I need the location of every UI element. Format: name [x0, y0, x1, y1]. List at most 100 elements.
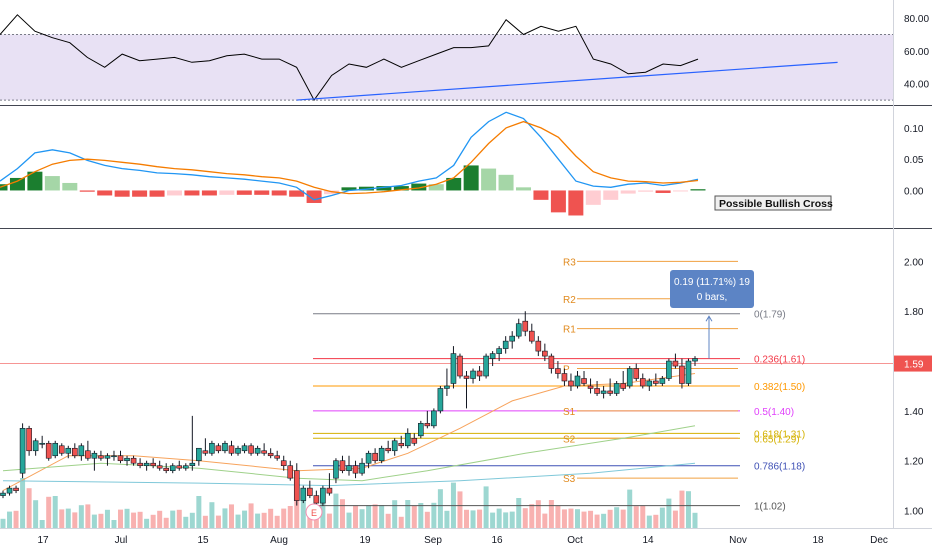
candle-body — [19, 428, 26, 474]
candle-body — [594, 388, 600, 394]
volume-bar — [398, 516, 404, 528]
macd-histogram-bar — [62, 182, 78, 191]
volume-bar — [653, 514, 659, 528]
rsi-tick-label: 40.00 — [904, 80, 929, 91]
candle-body — [352, 465, 359, 474]
macd-histogram-bar — [236, 190, 252, 195]
candle-body — [568, 380, 574, 387]
volume-bar — [111, 520, 117, 528]
candle-body — [418, 423, 424, 437]
candle-body — [515, 323, 522, 337]
price-tick-label: 1.00 — [904, 507, 924, 518]
candle-body — [300, 487, 307, 501]
volume-bar — [418, 503, 424, 528]
volume-bar — [228, 504, 234, 528]
time-tick-label: 15 — [197, 535, 209, 546]
macd-histogram-bar — [289, 190, 305, 197]
rsi-tick-label: 60.00 — [904, 47, 929, 58]
macd-histogram-bar — [184, 190, 200, 196]
candle-body — [32, 440, 39, 452]
macd-histogram-bar — [27, 171, 43, 191]
volume-bar — [437, 489, 443, 528]
volume-bar — [464, 509, 470, 528]
pivot-label: P — [563, 365, 570, 376]
macd-histogram-bar — [690, 189, 706, 191]
fib-level-label: 0.236(1.61) — [754, 355, 805, 366]
macd-histogram-bar — [97, 190, 113, 196]
candle-body — [457, 355, 463, 377]
candle-body — [613, 383, 620, 394]
macd-histogram-bar — [376, 186, 392, 191]
volume-bar — [672, 510, 678, 528]
candle-body — [333, 460, 339, 479]
volume-bar — [490, 512, 496, 528]
candle-body — [137, 462, 143, 467]
volume-bar — [326, 513, 332, 528]
earnings-marker — [305, 503, 323, 521]
candle-body — [437, 388, 444, 412]
candle-body — [163, 467, 170, 471]
volume-bar — [104, 509, 110, 528]
candle-body — [398, 442, 405, 447]
candle-body — [222, 442, 228, 452]
last-price-label: 1.59 — [904, 360, 924, 371]
volume-bar — [52, 496, 58, 528]
candle-body — [130, 457, 137, 464]
volume-bar — [470, 510, 476, 528]
macd-histogram-bar — [79, 190, 95, 192]
macd-histogram-bar — [219, 190, 235, 195]
candle-body — [365, 452, 372, 464]
candle-body — [626, 368, 633, 387]
volume-bar — [157, 510, 163, 528]
volume-bar — [359, 509, 365, 528]
candle-body — [320, 487, 326, 504]
volume-bar — [444, 510, 450, 528]
candle-body — [228, 445, 235, 454]
rsi-line — [0, 14, 699, 102]
candle-body — [150, 462, 156, 467]
macd-histogram-bar — [167, 190, 182, 196]
candle-body — [672, 360, 679, 367]
price-tick-label: 1.20 — [904, 457, 924, 468]
candle-body — [274, 455, 280, 459]
candle-body — [241, 445, 248, 452]
candle-body — [58, 445, 65, 454]
measure-arrow — [705, 315, 713, 322]
volume-bar — [242, 510, 248, 528]
volume-bar — [248, 503, 254, 528]
volume-bar — [307, 511, 313, 528]
volume-bar — [261, 512, 267, 528]
volume-bar — [601, 513, 607, 528]
time-tick-label: Oct — [567, 535, 583, 546]
candle-body — [156, 465, 163, 469]
candle-body — [666, 360, 672, 379]
candle-body — [169, 465, 176, 471]
candle-body — [339, 460, 346, 471]
price-tick-label: 1.80 — [904, 307, 924, 318]
volume-bar — [72, 512, 78, 528]
candle-body — [45, 442, 52, 459]
volume-bar — [392, 500, 398, 528]
volume-bar — [255, 513, 261, 528]
volume-bar — [555, 505, 561, 528]
volume-bar — [353, 505, 359, 528]
rsi-tick-label: 80.00 — [904, 14, 929, 25]
volume-bar — [339, 499, 345, 528]
macd-histogram-bar — [481, 168, 497, 191]
candle-body — [391, 440, 398, 452]
last-price-tag — [894, 355, 932, 372]
pivot-label: S3 — [563, 474, 576, 485]
macd-histogram-bar — [655, 190, 671, 193]
volume-bar — [183, 516, 189, 528]
price-panel: 0(1.79) 0.236(1.61) 0.382(1.50) 0.5(1.40) 0.… — [0, 257, 893, 528]
candle-body — [659, 378, 666, 384]
volume-bar — [372, 504, 378, 528]
volume-bar — [13, 510, 19, 528]
volume-bar — [666, 498, 672, 528]
volume-bar — [163, 517, 169, 528]
macd-histogram-bar — [568, 190, 584, 216]
rsi-panel: 80.00 60.00 40.00 — [0, 14, 929, 102]
volume-bar — [503, 512, 509, 528]
volume-bar — [561, 509, 567, 528]
